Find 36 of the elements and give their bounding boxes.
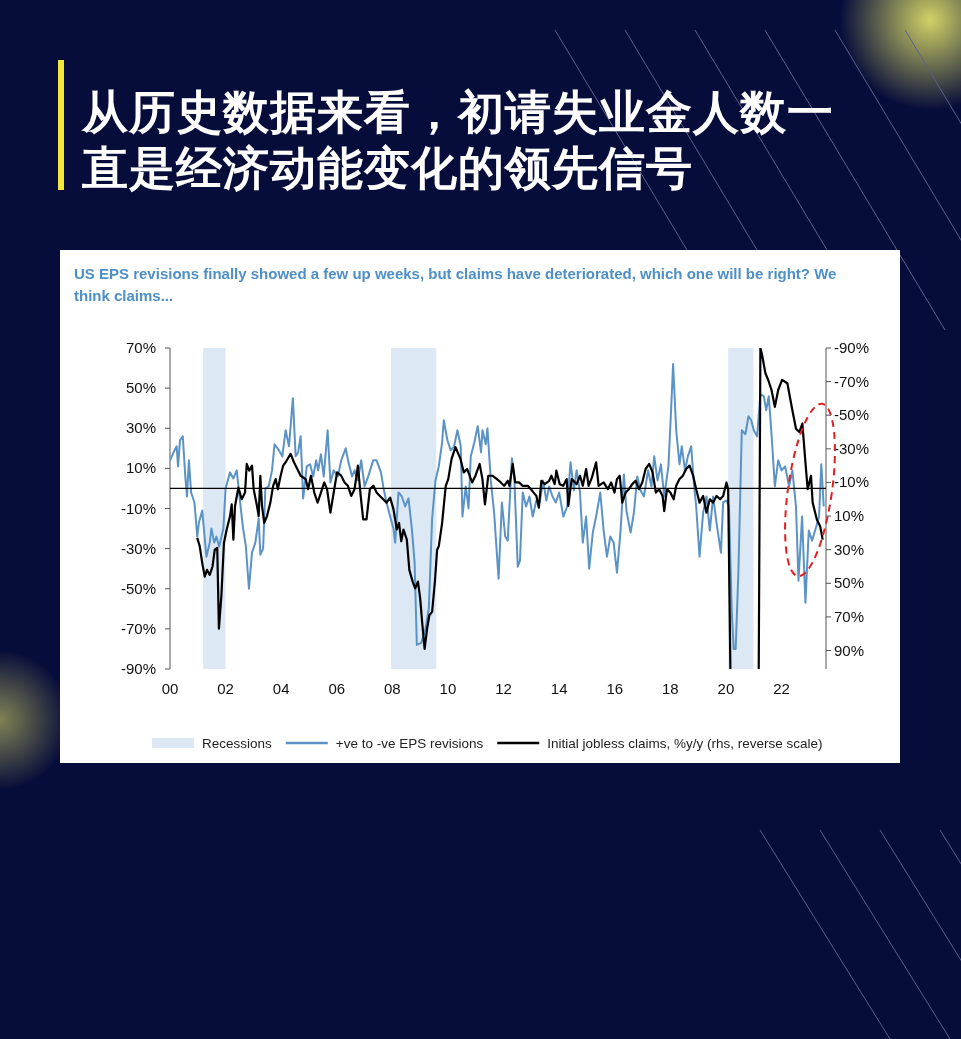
- x-tick-label: 22: [773, 680, 790, 697]
- y-tick-label: -90%: [120, 660, 156, 677]
- x-tick-label: 10: [439, 680, 457, 697]
- y2-tick-label: 50%: [834, 574, 865, 592]
- y2-tick-label: -10%: [834, 473, 870, 491]
- y2-tick-label: -70%: [834, 372, 870, 390]
- x-tick-label: 12: [495, 680, 512, 697]
- x-tick-label: 02: [217, 680, 234, 697]
- y2-tick-label: 90%: [834, 641, 865, 659]
- x-tick-label: 06: [328, 680, 346, 697]
- y-tick-label: -10%: [120, 499, 156, 517]
- legend-label: Recessions: [202, 736, 273, 751]
- x-tick-label: 16: [606, 680, 624, 697]
- y-tick-label: 50%: [125, 379, 156, 397]
- y2-tick-label: 10%: [834, 507, 865, 525]
- x-tick-label: 04: [272, 680, 290, 697]
- y-tick-label: 30%: [125, 419, 156, 437]
- x-tick-label: 14: [550, 680, 568, 697]
- x-tick-label: 08: [384, 680, 401, 697]
- y-tick-label: -30%: [120, 539, 156, 557]
- chart-title: 从历史数据来看，初请失业金人数一直是经济动能变化的领先信号: [82, 85, 835, 196]
- y2-tick-label: -90%: [834, 339, 870, 356]
- y2-tick-label: -30%: [834, 439, 870, 457]
- x-tick-label: 18: [662, 680, 679, 697]
- x-tick-label: 20: [717, 680, 735, 697]
- y2-tick-label: 70%: [834, 607, 865, 625]
- y2-tick-label: -50%: [834, 406, 870, 424]
- y-tick-label: 70%: [125, 339, 156, 356]
- y2-tick-label: 30%: [834, 540, 865, 558]
- chart-subtitle: US EPS revisions finally showed a few up weeks, but claims have deteriorated, which one will be right? We think claims...: [74, 265, 837, 304]
- legend-label: +ve to -ve EPS revisions: [335, 736, 484, 751]
- y-tick-label: -70%: [120, 619, 156, 637]
- y-tick-label: -50%: [120, 579, 156, 597]
- y-tick-label: 10%: [125, 459, 156, 477]
- x-tick-label: 00: [161, 680, 179, 697]
- legend-label: Initial jobless claims, %y/y (rhs, reverse scale): [547, 736, 823, 751]
